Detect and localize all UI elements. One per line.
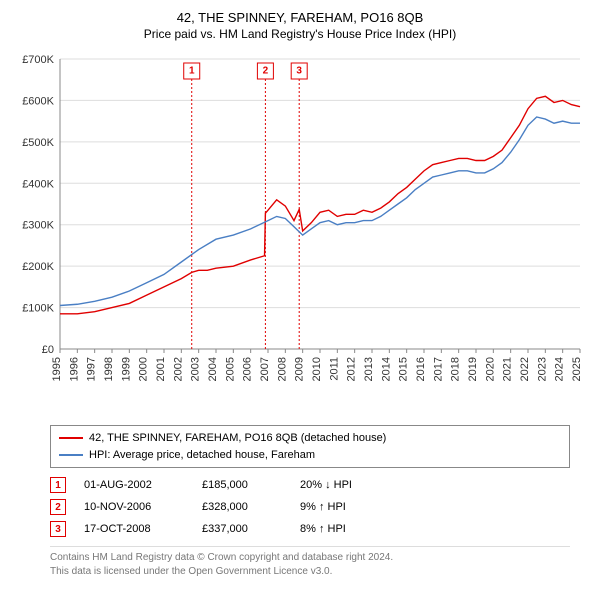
sale-price: £185,000 <box>202 479 282 491</box>
sale-marker: 1 <box>50 477 66 493</box>
footer-line-2: This data is licensed under the Open Gov… <box>50 565 570 579</box>
chart-container: 42, THE SPINNEY, FAREHAM, PO16 8QB Price… <box>0 0 600 588</box>
svg-text:2016: 2016 <box>415 357 427 381</box>
chart-title: 42, THE SPINNEY, FAREHAM, PO16 8QB <box>10 10 590 25</box>
svg-text:2020: 2020 <box>484 357 496 381</box>
svg-text:2013: 2013 <box>363 357 375 381</box>
svg-text:2023: 2023 <box>536 357 548 381</box>
svg-text:2006: 2006 <box>242 357 254 381</box>
sales-table: 1 01-AUG-2002 £185,000 20% ↓ HPI 2 10-NOV-200… <box>50 474 570 540</box>
svg-text:2024: 2024 <box>554 357 566 381</box>
legend-item: 42, THE SPINNEY, FAREHAM, PO16 8QB (deta… <box>59 430 561 447</box>
sale-date: 17-OCT-2008 <box>84 523 184 535</box>
svg-text:2021: 2021 <box>502 357 514 381</box>
svg-text:2001: 2001 <box>155 357 167 381</box>
legend: 42, THE SPINNEY, FAREHAM, PO16 8QB (deta… <box>50 425 570 468</box>
footer-line-1: Contains HM Land Registry data © Crown c… <box>50 551 570 565</box>
svg-text:£600K: £600K <box>22 95 54 107</box>
sale-row: 1 01-AUG-2002 £185,000 20% ↓ HPI <box>50 474 570 496</box>
svg-text:£400K: £400K <box>22 178 54 190</box>
svg-text:2008: 2008 <box>276 357 288 381</box>
sale-date: 10-NOV-2006 <box>84 501 184 513</box>
svg-text:3: 3 <box>296 66 302 77</box>
sale-diff: 8% ↑ HPI <box>300 523 400 535</box>
footer-attribution: Contains HM Land Registry data © Crown c… <box>50 546 570 578</box>
chart-subtitle: Price paid vs. HM Land Registry's House … <box>10 27 590 41</box>
svg-text:£100K: £100K <box>22 303 54 315</box>
legend-label: HPI: Average price, detached house, Fare… <box>89 447 315 464</box>
sale-row: 3 17-OCT-2008 £337,000 8% ↑ HPI <box>50 518 570 540</box>
sale-row: 2 10-NOV-2006 £328,000 9% ↑ HPI <box>50 496 570 518</box>
svg-text:2002: 2002 <box>172 357 184 381</box>
svg-text:1: 1 <box>189 66 195 77</box>
svg-text:2007: 2007 <box>259 357 271 381</box>
svg-text:£200K: £200K <box>22 261 54 273</box>
sale-diff: 9% ↑ HPI <box>300 501 400 513</box>
svg-text:1997: 1997 <box>86 357 98 381</box>
sale-date: 01-AUG-2002 <box>84 479 184 491</box>
svg-text:2018: 2018 <box>450 357 462 381</box>
svg-text:1995: 1995 <box>51 357 63 381</box>
svg-text:1998: 1998 <box>103 357 115 381</box>
legend-item: HPI: Average price, detached house, Fare… <box>59 447 561 464</box>
sale-price: £337,000 <box>202 523 282 535</box>
svg-text:£0: £0 <box>42 344 54 356</box>
sale-diff: 20% ↓ HPI <box>300 479 400 491</box>
svg-text:2: 2 <box>263 66 269 77</box>
svg-text:2017: 2017 <box>432 357 444 381</box>
svg-text:£700K: £700K <box>22 54 54 66</box>
svg-text:2015: 2015 <box>398 357 410 381</box>
sale-price: £328,000 <box>202 501 282 513</box>
sale-marker: 2 <box>50 499 66 515</box>
legend-swatch <box>59 437 83 439</box>
svg-text:2004: 2004 <box>207 357 219 381</box>
svg-text:2009: 2009 <box>294 357 306 381</box>
svg-text:£300K: £300K <box>22 220 54 232</box>
svg-text:2012: 2012 <box>346 357 358 381</box>
chart-plot: £0 £100K £200K £300K £400K £500K £600K £700K 199… <box>10 49 590 419</box>
legend-label: 42, THE SPINNEY, FAREHAM, PO16 8QB (deta… <box>89 430 386 447</box>
legend-swatch <box>59 454 83 456</box>
svg-text:2005: 2005 <box>224 357 236 381</box>
svg-text:2011: 2011 <box>328 357 340 381</box>
svg-text:2003: 2003 <box>190 357 202 381</box>
svg-text:1996: 1996 <box>68 357 80 381</box>
svg-text:2025: 2025 <box>571 357 583 381</box>
svg-text:1999: 1999 <box>120 357 132 381</box>
sale-marker: 3 <box>50 521 66 537</box>
svg-text:£500K: £500K <box>22 137 54 149</box>
svg-text:2010: 2010 <box>311 357 323 381</box>
svg-text:2019: 2019 <box>467 357 479 381</box>
svg-text:2022: 2022 <box>519 357 531 381</box>
svg-text:2014: 2014 <box>380 357 392 381</box>
svg-text:2000: 2000 <box>138 357 150 381</box>
